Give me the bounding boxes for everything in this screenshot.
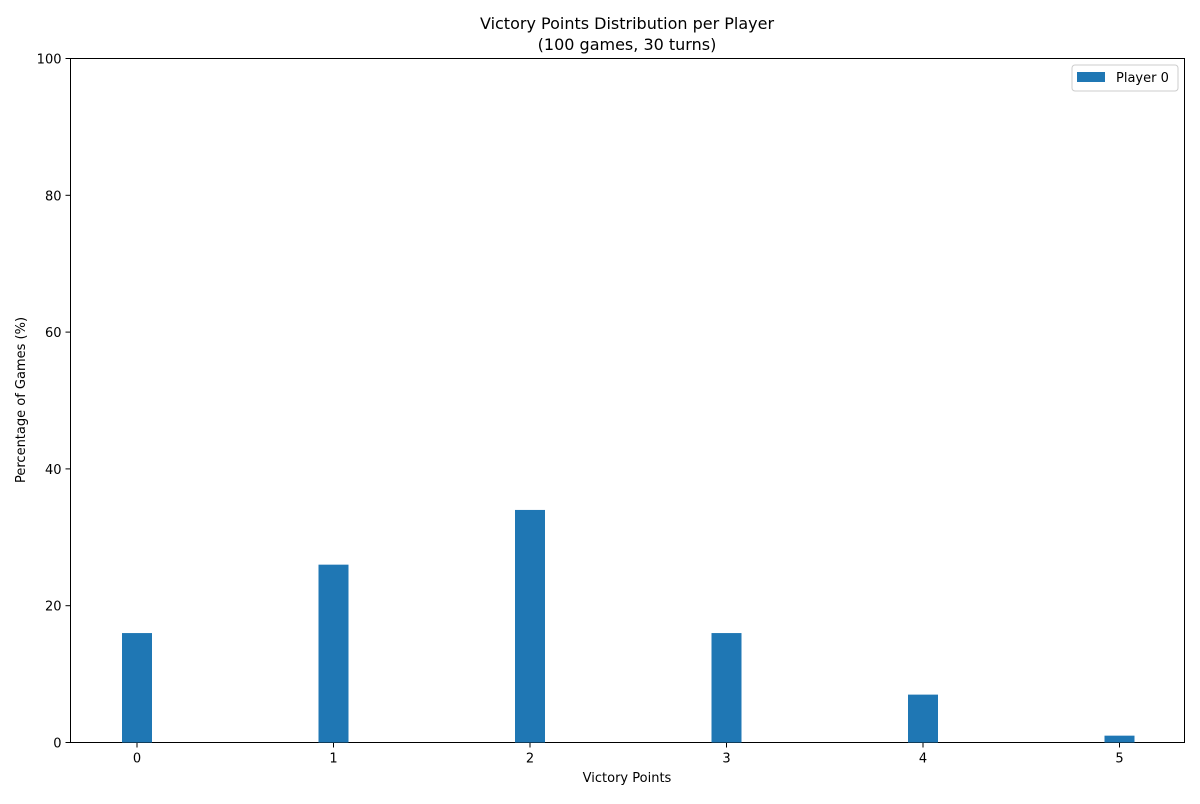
y-axis-label: Percentage of Games (%) (14, 317, 29, 483)
bar-3 (711, 633, 742, 743)
x-tick-label: 5 (1115, 752, 1123, 767)
x-tick-label: 0 (133, 752, 141, 767)
y-tick-label: 0 (53, 737, 61, 752)
bar-5 (1104, 735, 1135, 743)
y-tick-label: 60 (45, 326, 62, 341)
chart-title: Victory Points Distribution per Player (480, 14, 774, 33)
bars-layer (122, 509, 1135, 743)
legend-swatch (1077, 72, 1105, 82)
plot-area-frame (70, 58, 1185, 743)
bar-1 (318, 564, 349, 743)
y-tick-label: 80 (45, 189, 62, 204)
legend-frame (1071, 64, 1179, 92)
y-tick-label: 40 (45, 463, 62, 478)
legend-label: Player 0 (1116, 71, 1169, 86)
bar-0 (122, 633, 152, 743)
x-tick-label: 3 (722, 752, 730, 767)
x-tick-label: 1 (329, 752, 337, 767)
chart-subtitle: (100 games, 30 turns) (538, 35, 717, 54)
y-axis-ticks: 0 20 40 60 80 100 (37, 53, 71, 752)
bar-2 (515, 509, 545, 743)
x-axis-label: Victory Points (583, 771, 672, 786)
x-tick-label: 2 (526, 752, 534, 767)
x-axis-ticks: 0 1 2 3 4 5 (133, 742, 1124, 767)
bar-4 (908, 694, 938, 743)
legend: Player 0 (1071, 64, 1179, 92)
y-tick-label: 100 (37, 53, 62, 68)
x-tick-label: 4 (919, 752, 927, 767)
y-tick-label: 20 (45, 600, 62, 615)
